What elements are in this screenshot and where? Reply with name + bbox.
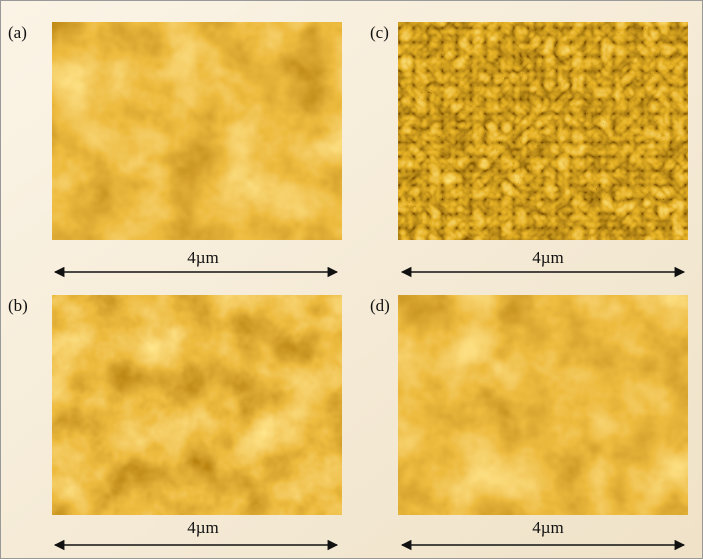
figure-canvas: (a) 4µm (c) 4µm (b) 4µm (d) 4µm (0, 0, 703, 559)
scale-label: 4µm (532, 248, 564, 267)
afm-image (52, 295, 342, 515)
scale-label: 4µm (532, 518, 564, 537)
figure: (a) 4µm (c) 4µm (b) 4µm (d) 4µm (0, 0, 703, 559)
afm-image (398, 22, 688, 240)
panel-label: (b) (8, 296, 28, 315)
scale-label: 4µm (187, 248, 219, 267)
panel-label: (a) (8, 23, 27, 42)
scale-label: 4µm (187, 518, 219, 537)
panel-label: (d) (370, 296, 390, 315)
afm-image (398, 295, 688, 515)
panel-label: (c) (370, 23, 389, 42)
afm-image (52, 22, 342, 240)
